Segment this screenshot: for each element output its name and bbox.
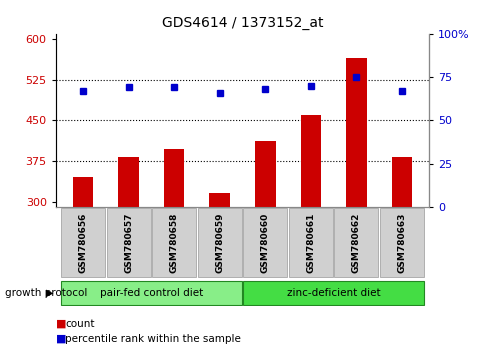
Bar bbox=[118, 157, 138, 207]
Text: ■: ■ bbox=[56, 334, 66, 344]
Text: pair-fed control diet: pair-fed control diet bbox=[100, 288, 203, 298]
Bar bbox=[164, 149, 184, 207]
Text: growth protocol: growth protocol bbox=[5, 288, 87, 298]
Bar bbox=[209, 193, 229, 207]
FancyBboxPatch shape bbox=[152, 208, 196, 277]
Text: GSM780656: GSM780656 bbox=[78, 212, 88, 273]
Text: GSM780657: GSM780657 bbox=[124, 212, 133, 273]
FancyBboxPatch shape bbox=[243, 281, 423, 305]
FancyBboxPatch shape bbox=[61, 208, 105, 277]
Text: ▶: ▶ bbox=[46, 288, 53, 298]
Text: percentile rank within the sample: percentile rank within the sample bbox=[65, 334, 241, 344]
FancyBboxPatch shape bbox=[243, 208, 287, 277]
FancyBboxPatch shape bbox=[61, 281, 241, 305]
Bar bbox=[73, 177, 93, 207]
FancyBboxPatch shape bbox=[288, 208, 332, 277]
FancyBboxPatch shape bbox=[334, 208, 378, 277]
Text: ■: ■ bbox=[56, 319, 66, 329]
FancyBboxPatch shape bbox=[197, 208, 241, 277]
Bar bbox=[300, 115, 320, 207]
Text: GSM780658: GSM780658 bbox=[169, 212, 178, 273]
Bar bbox=[255, 141, 275, 207]
Bar bbox=[346, 58, 366, 207]
Text: GSM780660: GSM780660 bbox=[260, 212, 269, 273]
Text: GSM780663: GSM780663 bbox=[396, 212, 406, 273]
Text: GSM780659: GSM780659 bbox=[215, 212, 224, 273]
Text: GSM780662: GSM780662 bbox=[351, 212, 360, 273]
Bar bbox=[391, 157, 411, 207]
Text: GSM780661: GSM780661 bbox=[306, 212, 315, 273]
Text: zinc-deficient diet: zinc-deficient diet bbox=[286, 288, 379, 298]
FancyBboxPatch shape bbox=[106, 208, 150, 277]
Text: count: count bbox=[65, 319, 95, 329]
Text: GDS4614 / 1373152_at: GDS4614 / 1373152_at bbox=[162, 16, 322, 30]
FancyBboxPatch shape bbox=[379, 208, 423, 277]
